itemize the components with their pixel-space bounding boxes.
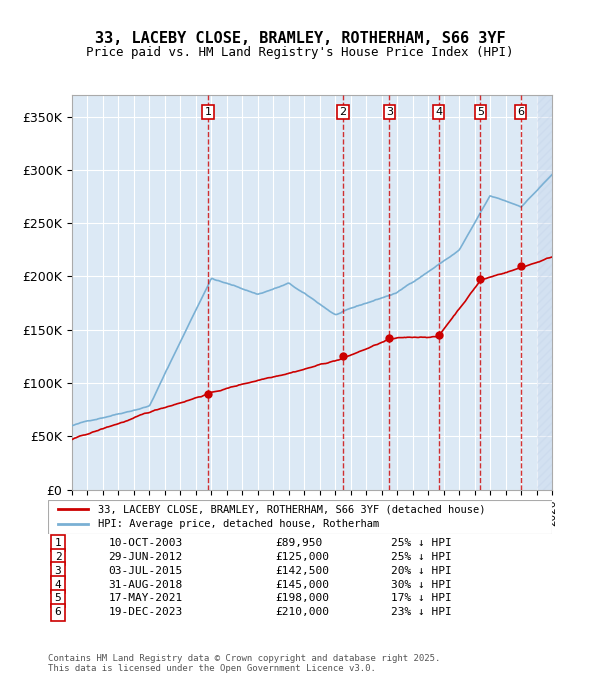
Text: 25% ↓ HPI: 25% ↓ HPI	[391, 538, 451, 548]
Text: £125,000: £125,000	[275, 552, 329, 562]
Text: 4: 4	[435, 107, 442, 117]
Text: 31-AUG-2018: 31-AUG-2018	[109, 579, 183, 590]
Text: £210,000: £210,000	[275, 607, 329, 617]
Text: £142,500: £142,500	[275, 566, 329, 576]
Text: 10-OCT-2003: 10-OCT-2003	[109, 538, 183, 548]
Text: £89,950: £89,950	[275, 538, 322, 548]
Bar	[536, 95, 552, 490]
Text: 3: 3	[386, 107, 393, 117]
Text: 1: 1	[205, 107, 211, 117]
Text: 6: 6	[517, 107, 524, 117]
Text: 2: 2	[55, 552, 61, 562]
Text: 17% ↓ HPI: 17% ↓ HPI	[391, 594, 451, 603]
Text: 30% ↓ HPI: 30% ↓ HPI	[391, 579, 451, 590]
Text: 23% ↓ HPI: 23% ↓ HPI	[391, 607, 451, 617]
FancyBboxPatch shape	[48, 500, 552, 534]
Text: £198,000: £198,000	[275, 594, 329, 603]
Text: 33, LACEBY CLOSE, BRAMLEY, ROTHERHAM, S66 3YF: 33, LACEBY CLOSE, BRAMLEY, ROTHERHAM, S6…	[95, 31, 505, 46]
Text: 6: 6	[55, 607, 61, 617]
Text: 5: 5	[477, 107, 484, 117]
Text: 20% ↓ HPI: 20% ↓ HPI	[391, 566, 451, 576]
Text: HPI: Average price, detached house, Rotherham: HPI: Average price, detached house, Roth…	[98, 520, 380, 529]
Text: 29-JUN-2012: 29-JUN-2012	[109, 552, 183, 562]
Text: 33, LACEBY CLOSE, BRAMLEY, ROTHERHAM, S66 3YF (detached house): 33, LACEBY CLOSE, BRAMLEY, ROTHERHAM, S6…	[98, 505, 486, 514]
Text: 17-MAY-2021: 17-MAY-2021	[109, 594, 183, 603]
Text: 2: 2	[339, 107, 346, 117]
Text: Price paid vs. HM Land Registry's House Price Index (HPI): Price paid vs. HM Land Registry's House …	[86, 46, 514, 59]
Text: 25% ↓ HPI: 25% ↓ HPI	[391, 552, 451, 562]
Text: 19-DEC-2023: 19-DEC-2023	[109, 607, 183, 617]
Text: 4: 4	[55, 579, 61, 590]
Text: This data is licensed under the Open Government Licence v3.0.: This data is licensed under the Open Gov…	[48, 664, 376, 673]
Text: 03-JUL-2015: 03-JUL-2015	[109, 566, 183, 576]
Text: £145,000: £145,000	[275, 579, 329, 590]
Text: 1: 1	[55, 538, 61, 548]
Text: 5: 5	[55, 594, 61, 603]
Text: 3: 3	[55, 566, 61, 576]
Text: Contains HM Land Registry data © Crown copyright and database right 2025.: Contains HM Land Registry data © Crown c…	[48, 654, 440, 663]
